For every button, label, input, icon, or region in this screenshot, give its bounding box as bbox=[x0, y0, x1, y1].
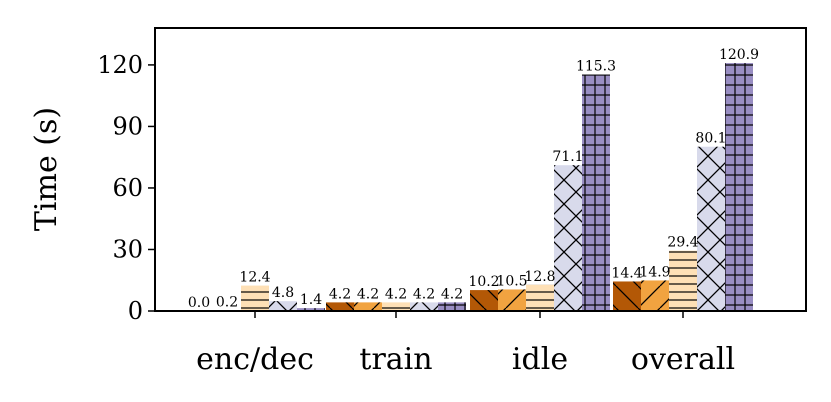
y-axis-ticks: 0 30 60 90 120 bbox=[97, 51, 155, 325]
data-label: 14.9 bbox=[639, 264, 670, 280]
bar-hatch bbox=[526, 284, 554, 311]
bar-hatch bbox=[269, 301, 297, 311]
y-tick-label: 0 bbox=[128, 297, 143, 325]
bar-hatch bbox=[241, 285, 269, 311]
data-label: 115.3 bbox=[576, 59, 616, 75]
bar-hatch bbox=[470, 290, 498, 311]
y-tick-label: 90 bbox=[112, 112, 143, 140]
bar-hatch bbox=[410, 302, 438, 311]
data-label: 4.2 bbox=[385, 286, 407, 302]
bar-hatch bbox=[438, 302, 466, 311]
data-label: 0.0 bbox=[188, 295, 210, 311]
data-labels-group: 0.0 4.2 10.2 14.4 0.2 4.2 10.5 14.9 12.4 4.2 12.8 2… bbox=[188, 47, 759, 311]
data-label: 0.2 bbox=[216, 295, 238, 311]
bar-hatch bbox=[382, 302, 410, 311]
data-label: 14.4 bbox=[611, 265, 642, 281]
data-label: 80.1 bbox=[695, 131, 726, 147]
bar-hatch bbox=[554, 165, 582, 311]
y-tick-label: 30 bbox=[112, 235, 143, 263]
data-label: 10.2 bbox=[468, 274, 499, 290]
y-tick-label: 120 bbox=[97, 51, 143, 79]
bar-hatch bbox=[297, 308, 325, 311]
plot-frame bbox=[154, 27, 807, 312]
x-category-label: overall bbox=[631, 342, 735, 377]
bar-hatch bbox=[725, 63, 753, 312]
bars-group bbox=[213, 63, 753, 312]
data-label: 1.4 bbox=[300, 292, 322, 308]
x-category-label: idle bbox=[512, 342, 568, 377]
data-label: 4.8 bbox=[272, 285, 294, 301]
data-label: 4.2 bbox=[329, 286, 351, 302]
bar-hatch bbox=[613, 281, 641, 311]
data-label: 12.4 bbox=[239, 270, 270, 286]
y-axis-title: Time (s) bbox=[29, 107, 64, 231]
bar-hatch bbox=[582, 74, 610, 311]
data-label: 29.4 bbox=[667, 235, 698, 251]
bar-hatch bbox=[669, 250, 697, 311]
bar-hatch bbox=[641, 280, 669, 311]
x-category-label: train bbox=[359, 342, 432, 377]
x-category-label: enc/dec bbox=[196, 342, 314, 377]
data-label: 4.2 bbox=[413, 286, 435, 302]
data-label: 4.2 bbox=[441, 286, 463, 302]
x-axis-labels: enc/dec train idle overall bbox=[196, 311, 735, 377]
data-label: 10.5 bbox=[496, 273, 527, 289]
data-label: 120.9 bbox=[719, 47, 759, 63]
bar-hatch bbox=[697, 146, 725, 311]
data-label: 71.1 bbox=[552, 149, 583, 165]
bar-hatch bbox=[498, 289, 526, 311]
y-tick-label: 60 bbox=[112, 174, 143, 202]
bar-hatch bbox=[354, 302, 382, 311]
data-label: 4.2 bbox=[357, 286, 379, 302]
bar-hatch bbox=[326, 302, 354, 311]
data-label: 12.8 bbox=[524, 269, 555, 285]
